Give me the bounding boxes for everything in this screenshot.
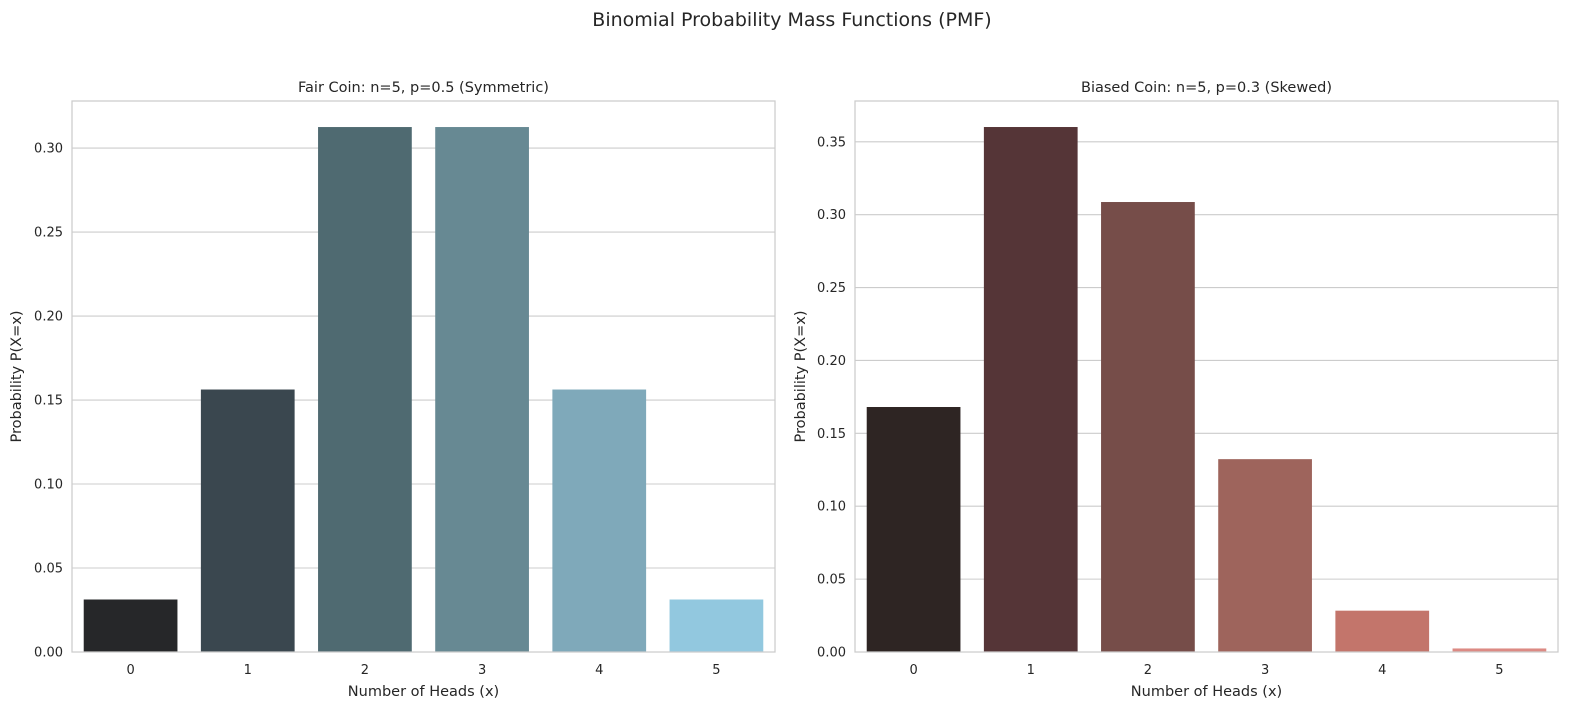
x-tick-labels: 0 1 2 3 4 5 — [126, 663, 720, 678]
bar-1 — [983, 127, 1078, 652]
y-tick-labels: 0.00 0.05 0.10 0.15 0.20 0.25 0.30 — [34, 142, 63, 661]
x-tick-label: 2 — [361, 663, 369, 678]
fair-coin-panel: Fair Coin: n=5, p=0.5 (Symmetric) 0.000.… — [9, 80, 776, 700]
y-tick-label: 0.25 — [817, 281, 846, 296]
bar-5 — [669, 599, 764, 652]
y-gridlines — [855, 141, 1558, 580]
y-tick-labels: 0.00 0.05 0.10 0.15 0.20 0.25 0.30 0.35 — [817, 135, 846, 660]
bar-4 — [552, 389, 647, 652]
x-tick-label: 2 — [1144, 663, 1152, 678]
y-tick-label: 0.15 — [817, 427, 846, 442]
y-tick-label: 0.20 — [34, 310, 63, 325]
y-tick-label: 0.00 — [34, 646, 63, 661]
chart-title: Biased Coin: n=5, p=0.3 (Skewed) — [1081, 80, 1332, 96]
x-tick-label: 0 — [126, 663, 134, 678]
x-tick-label: 5 — [712, 663, 720, 678]
bars — [83, 127, 764, 653]
bars — [866, 127, 1547, 652]
plot-frame — [854, 100, 1559, 653]
y-axis-label: Probability P(X=x) — [793, 311, 809, 443]
bar-0 — [83, 599, 178, 652]
x-axis-label: Number of Heads (x) — [348, 684, 499, 700]
figure-title: Binomial Probability Mass Functions (PMF… — [592, 9, 991, 31]
x-axis-label: Number of Heads (x) — [1131, 684, 1282, 700]
y-tick-label: 0.10 — [34, 478, 63, 493]
y-tick-label: 0.30 — [34, 142, 63, 157]
x-tick-label: 3 — [1261, 663, 1269, 678]
x-tick-label: 1 — [244, 663, 252, 678]
biased-coin-panel: Biased Coin: n=5, p=0.3 (Skewed) 0.000.0… — [793, 80, 1559, 700]
y-axis-label: Probability P(X=x) — [9, 311, 25, 443]
y-tick-label: 0.05 — [34, 562, 63, 577]
y-tick-label: 0.35 — [817, 135, 846, 150]
y-tick-label: 0.00 — [817, 646, 846, 661]
bar-3 — [1218, 459, 1312, 652]
y-tick-label: 0.30 — [817, 208, 846, 223]
x-tick-label: 4 — [1378, 663, 1386, 678]
bar-5 — [1452, 648, 1547, 652]
bar-1 — [200, 389, 295, 652]
chart-title: Fair Coin: n=5, p=0.5 (Symmetric) — [298, 80, 549, 96]
x-tick-label: 1 — [1027, 663, 1035, 678]
bar-2 — [318, 127, 412, 653]
y-tick-label: 0.15 — [34, 394, 63, 409]
x-tick-label: 5 — [1495, 663, 1503, 678]
y-gridlines — [72, 147, 775, 569]
x-tick-label: 0 — [909, 663, 917, 678]
plot-frame — [71, 100, 776, 653]
bar-3 — [435, 127, 529, 653]
x-tick-labels: 0 1 2 3 4 5 — [909, 663, 1503, 678]
x-tick-label: 3 — [478, 663, 486, 678]
y-tick-label: 0.25 — [34, 226, 63, 241]
bar-4 — [1335, 610, 1430, 652]
x-tick-label: 4 — [595, 663, 603, 678]
y-tick-label: 0.10 — [817, 500, 846, 515]
y-tick-label: 0.05 — [817, 573, 846, 588]
bar-0 — [866, 407, 961, 652]
bar-2 — [1101, 202, 1195, 652]
y-tick-label: 0.20 — [817, 354, 846, 369]
